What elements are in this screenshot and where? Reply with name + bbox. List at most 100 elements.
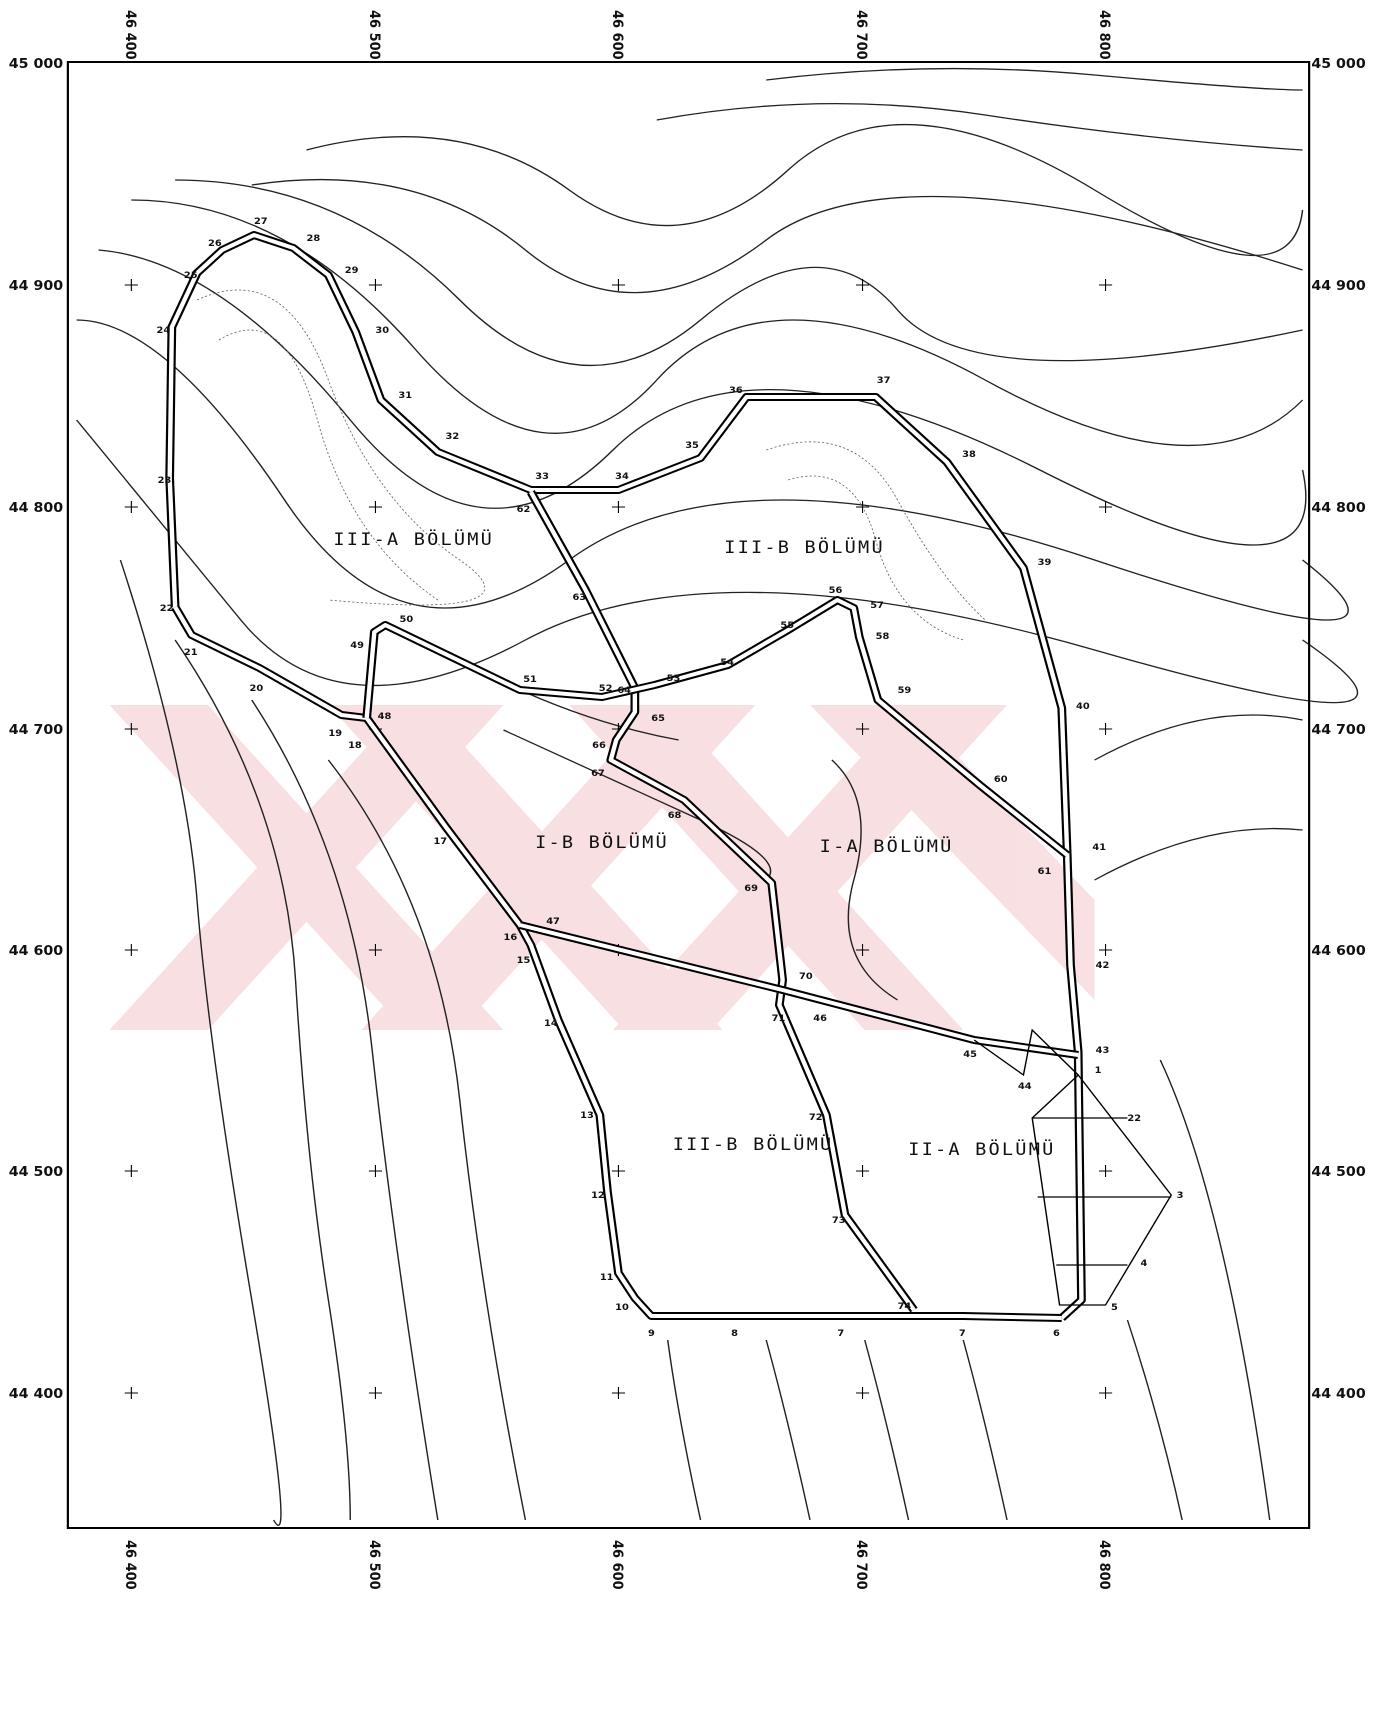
point-number: 6 <box>1053 1328 1060 1338</box>
y-label-left: 44 800 <box>9 501 63 516</box>
point-number: 51 <box>523 674 537 684</box>
point-number: 7 <box>837 1328 844 1338</box>
annex-area <box>973 1028 1173 1306</box>
grid-cross <box>611 1165 626 1177</box>
point-number: 74 <box>898 1301 912 1311</box>
x-label-top: 46 700 <box>853 10 870 60</box>
point-number: 28 <box>306 233 320 243</box>
boundary-inner <box>519 923 1079 1057</box>
y-label-left: 44 400 <box>9 1387 63 1402</box>
region-label: I-A BÖLÜMÜ <box>820 836 954 857</box>
grid-cross <box>855 944 870 956</box>
point-number: 36 <box>729 385 743 395</box>
point-number: 67 <box>591 768 605 778</box>
point-number: 53 <box>667 673 681 683</box>
point-number: 23 <box>158 475 172 485</box>
point-number: 3 <box>1177 1190 1184 1200</box>
point-number: 40 <box>1076 701 1090 711</box>
grid-cross <box>611 1387 626 1399</box>
x-label-bottom: 46 800 <box>1096 1540 1113 1590</box>
point-number: 38 <box>962 449 976 459</box>
point-number: 29 <box>345 265 359 275</box>
grid-cross <box>1098 1387 1113 1399</box>
point-number: 35 <box>685 440 699 450</box>
grid-cross <box>368 501 383 513</box>
point-number: 44 <box>1018 1081 1032 1091</box>
point-number: 17 <box>433 836 447 846</box>
point-number: 8 <box>731 1328 738 1338</box>
grid-cross <box>1098 723 1113 735</box>
point-number: 25 <box>184 270 198 280</box>
point-number: 31 <box>398 390 412 400</box>
point-number: 27 <box>254 216 268 226</box>
point-number: 4 <box>1141 1258 1148 1268</box>
point-number: 63 <box>572 592 586 602</box>
point-number: 16 <box>504 932 518 942</box>
point-number: 66 <box>592 740 606 750</box>
x-label-bottom: 46 500 <box>366 1540 383 1590</box>
y-label-right: 44 700 <box>1311 723 1365 738</box>
point-number: 1 <box>1095 1065 1102 1075</box>
point-number: 42 <box>1096 960 1110 970</box>
grid-cross <box>368 1165 383 1177</box>
y-label-left: 45 000 <box>9 57 63 72</box>
point-number: 34 <box>615 471 629 481</box>
point-number: 71 <box>772 1013 786 1023</box>
point-number: 58 <box>876 631 890 641</box>
point-number: 48 <box>378 711 392 721</box>
map-frame <box>66 61 1311 1529</box>
point-number: 14 <box>544 1018 558 1028</box>
point-number: 50 <box>400 614 414 624</box>
point-number: 69 <box>744 883 758 893</box>
region-label: III-B BÖLÜMÜ <box>673 1134 834 1155</box>
grid-cross <box>855 501 870 513</box>
grid-cross <box>368 279 383 291</box>
x-label-bottom: 46 600 <box>609 1540 626 1590</box>
point-number: 45 <box>963 1049 977 1059</box>
point-number: 52 <box>599 683 613 693</box>
y-label-left: 44 500 <box>9 1165 63 1180</box>
point-number: 10 <box>615 1302 629 1312</box>
point-number: 61 <box>1038 866 1052 876</box>
grid-cross <box>1098 1165 1113 1177</box>
grid-cross <box>855 1165 870 1177</box>
point-number: 22 <box>1127 1113 1141 1123</box>
y-label-right: 44 500 <box>1311 1165 1365 1180</box>
point-number: 47 <box>546 916 560 926</box>
point-number: 56 <box>829 585 843 595</box>
point-number: 60 <box>994 774 1008 784</box>
point-number: 62 <box>517 504 531 514</box>
point-number: 37 <box>877 375 891 385</box>
region-label: III-A BÖLÜMÜ <box>333 529 494 550</box>
point-number: 70 <box>799 971 813 981</box>
grid-cross <box>855 279 870 291</box>
grid-cross <box>1098 944 1113 956</box>
grid-cross <box>124 1387 138 1399</box>
point-number: 65 <box>651 713 665 723</box>
grid-cross <box>124 501 138 513</box>
point-number: 12 <box>591 1190 605 1200</box>
point-number: 15 <box>517 955 531 965</box>
point-number: 57 <box>870 600 884 610</box>
grid-cross <box>124 723 138 735</box>
contours <box>76 67 1359 1526</box>
grid-cross <box>1098 279 1113 291</box>
grid-cross <box>124 944 138 956</box>
grid-cross <box>124 279 138 291</box>
y-label-left: 44 900 <box>9 279 63 294</box>
point-number: 21 <box>184 647 198 657</box>
y-label-left: 44 600 <box>9 944 63 959</box>
point-number: 64 <box>617 685 631 695</box>
region-label: III-B BÖLÜMÜ <box>724 537 885 558</box>
x-label-bottom: 46 400 <box>122 1540 139 1590</box>
point-number: 19 <box>328 728 342 738</box>
boundaries <box>124 231 1173 1399</box>
grid-cross <box>368 944 383 956</box>
x-label-top: 46 500 <box>366 10 383 60</box>
grid-cross <box>611 279 626 291</box>
point-number: 7 <box>959 1328 966 1338</box>
point-number: 49 <box>350 640 364 650</box>
y-label-right: 44 900 <box>1311 279 1365 294</box>
x-label-top: 46 400 <box>122 10 139 60</box>
x-label-top: 46 800 <box>1096 10 1113 60</box>
